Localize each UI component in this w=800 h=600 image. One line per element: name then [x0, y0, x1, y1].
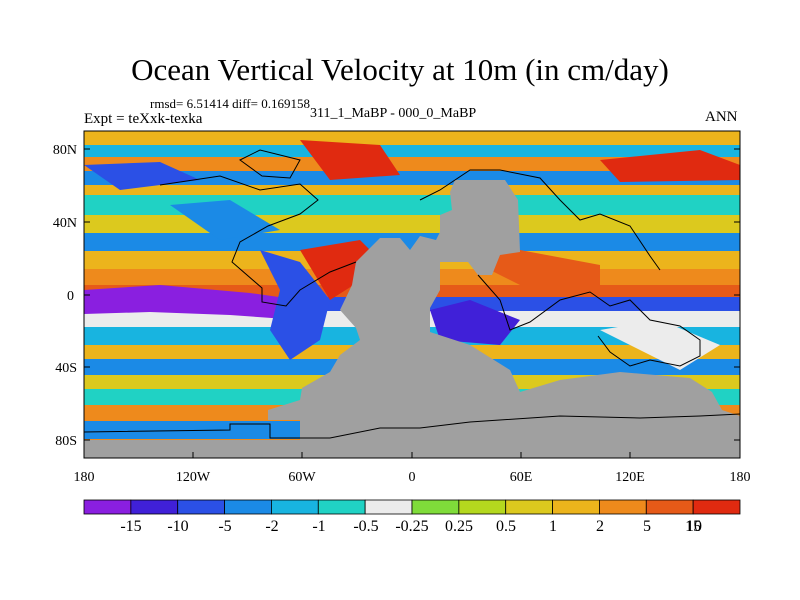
colorbar-labels: -15 -10 -5 -2 -1 -0.5 -0.25 0.25 0.5 1 2… [120, 518, 702, 535]
field-patch [170, 200, 280, 240]
y-axis-ticks [84, 148, 740, 441]
colorbar-box [458, 499, 507, 515]
colorbar-label: -10 [167, 518, 188, 535]
x-tick-label: 60W [288, 470, 316, 485]
land-region-south [84, 440, 740, 458]
field-patch [260, 250, 330, 360]
field-band [84, 185, 740, 195]
x-tick-label: 120E [615, 470, 645, 485]
colorbar-box [411, 499, 460, 515]
figure-title: Ocean Vertical Velocity at 10m (in cm/da… [131, 52, 669, 87]
x-tick-label: 180 [74, 470, 95, 485]
field-patch [470, 250, 600, 290]
colorbar-label: 0.5 [496, 518, 516, 535]
x-tick-label: 120W [176, 470, 211, 485]
field-band [84, 145, 740, 157]
colorbar-box [130, 499, 179, 515]
colorbar-label: 2 [596, 518, 604, 535]
field-patch [300, 140, 400, 180]
colorbar-box [317, 499, 366, 515]
colorbar-label: -0.25 [395, 518, 428, 535]
field-patch [84, 285, 300, 320]
field-patch [600, 150, 740, 182]
y-tick-label: 40S [55, 361, 77, 376]
experiment-difference-label: 311_1_MaBP - 000_0_MaBP [310, 106, 477, 121]
x-axis-ticks [192, 452, 631, 458]
field-band [84, 215, 740, 233]
colorbar [83, 499, 741, 515]
field-band [84, 157, 740, 171]
colorbar-box [224, 499, 272, 515]
colorbar-box [83, 499, 132, 515]
colorbar-box [645, 499, 694, 515]
x-tick-label: 0 [409, 470, 416, 485]
colorbar-label: -5 [218, 518, 231, 535]
y-tick-label: 80N [53, 143, 77, 158]
land-mask [84, 180, 740, 458]
stats-label: rmsd= 6.51414 diff= 0.169158 [150, 96, 310, 111]
y-tick-label: 80S [55, 434, 77, 449]
field-band [84, 131, 740, 145]
season-label: ANN [705, 109, 738, 125]
colorbar-label: 10 [686, 518, 702, 535]
colorbar-box [271, 499, 319, 515]
x-tick-label: 180 [730, 470, 751, 485]
coastline-island [239, 149, 301, 179]
colorbar-label: -15 [120, 518, 141, 535]
colorbar-label: 5 [643, 518, 651, 535]
colorbar-box [505, 499, 553, 515]
y-tick-label: 0 [67, 289, 74, 304]
colorbar-box [599, 499, 647, 515]
colorbar-label: -0.5 [353, 518, 378, 535]
coastlines [84, 149, 740, 439]
coastline-antarctica [84, 413, 740, 439]
x-axis-labels: 180 120W 60W 0 60E 120E 180 [74, 470, 751, 485]
y-tick-label: 40N [53, 216, 77, 231]
coastline-america [159, 175, 357, 307]
colorbar-box [177, 499, 225, 515]
field-patch [430, 300, 520, 345]
colorbar-label: -2 [265, 518, 278, 535]
experiment-label: Expt = teXxk-texka [84, 111, 203, 127]
coastline-asia-australia [477, 274, 701, 367]
field-band [84, 195, 740, 215]
colorbar-box [552, 499, 600, 515]
field-band [84, 171, 740, 185]
colorbar-label: 15 [685, 518, 701, 535]
colorbar-box [364, 499, 413, 515]
colorbar-label: 1 [549, 518, 557, 535]
y-axis-labels: 80N 40N 0 40S 80S [53, 143, 77, 449]
coastline-eurasia [419, 169, 661, 271]
x-tick-label: 60E [510, 470, 533, 485]
colorbar-label: 0.25 [445, 518, 473, 535]
colorbar-label: -1 [312, 518, 325, 535]
land-region-main [268, 180, 740, 440]
colorbar-box [692, 499, 741, 515]
